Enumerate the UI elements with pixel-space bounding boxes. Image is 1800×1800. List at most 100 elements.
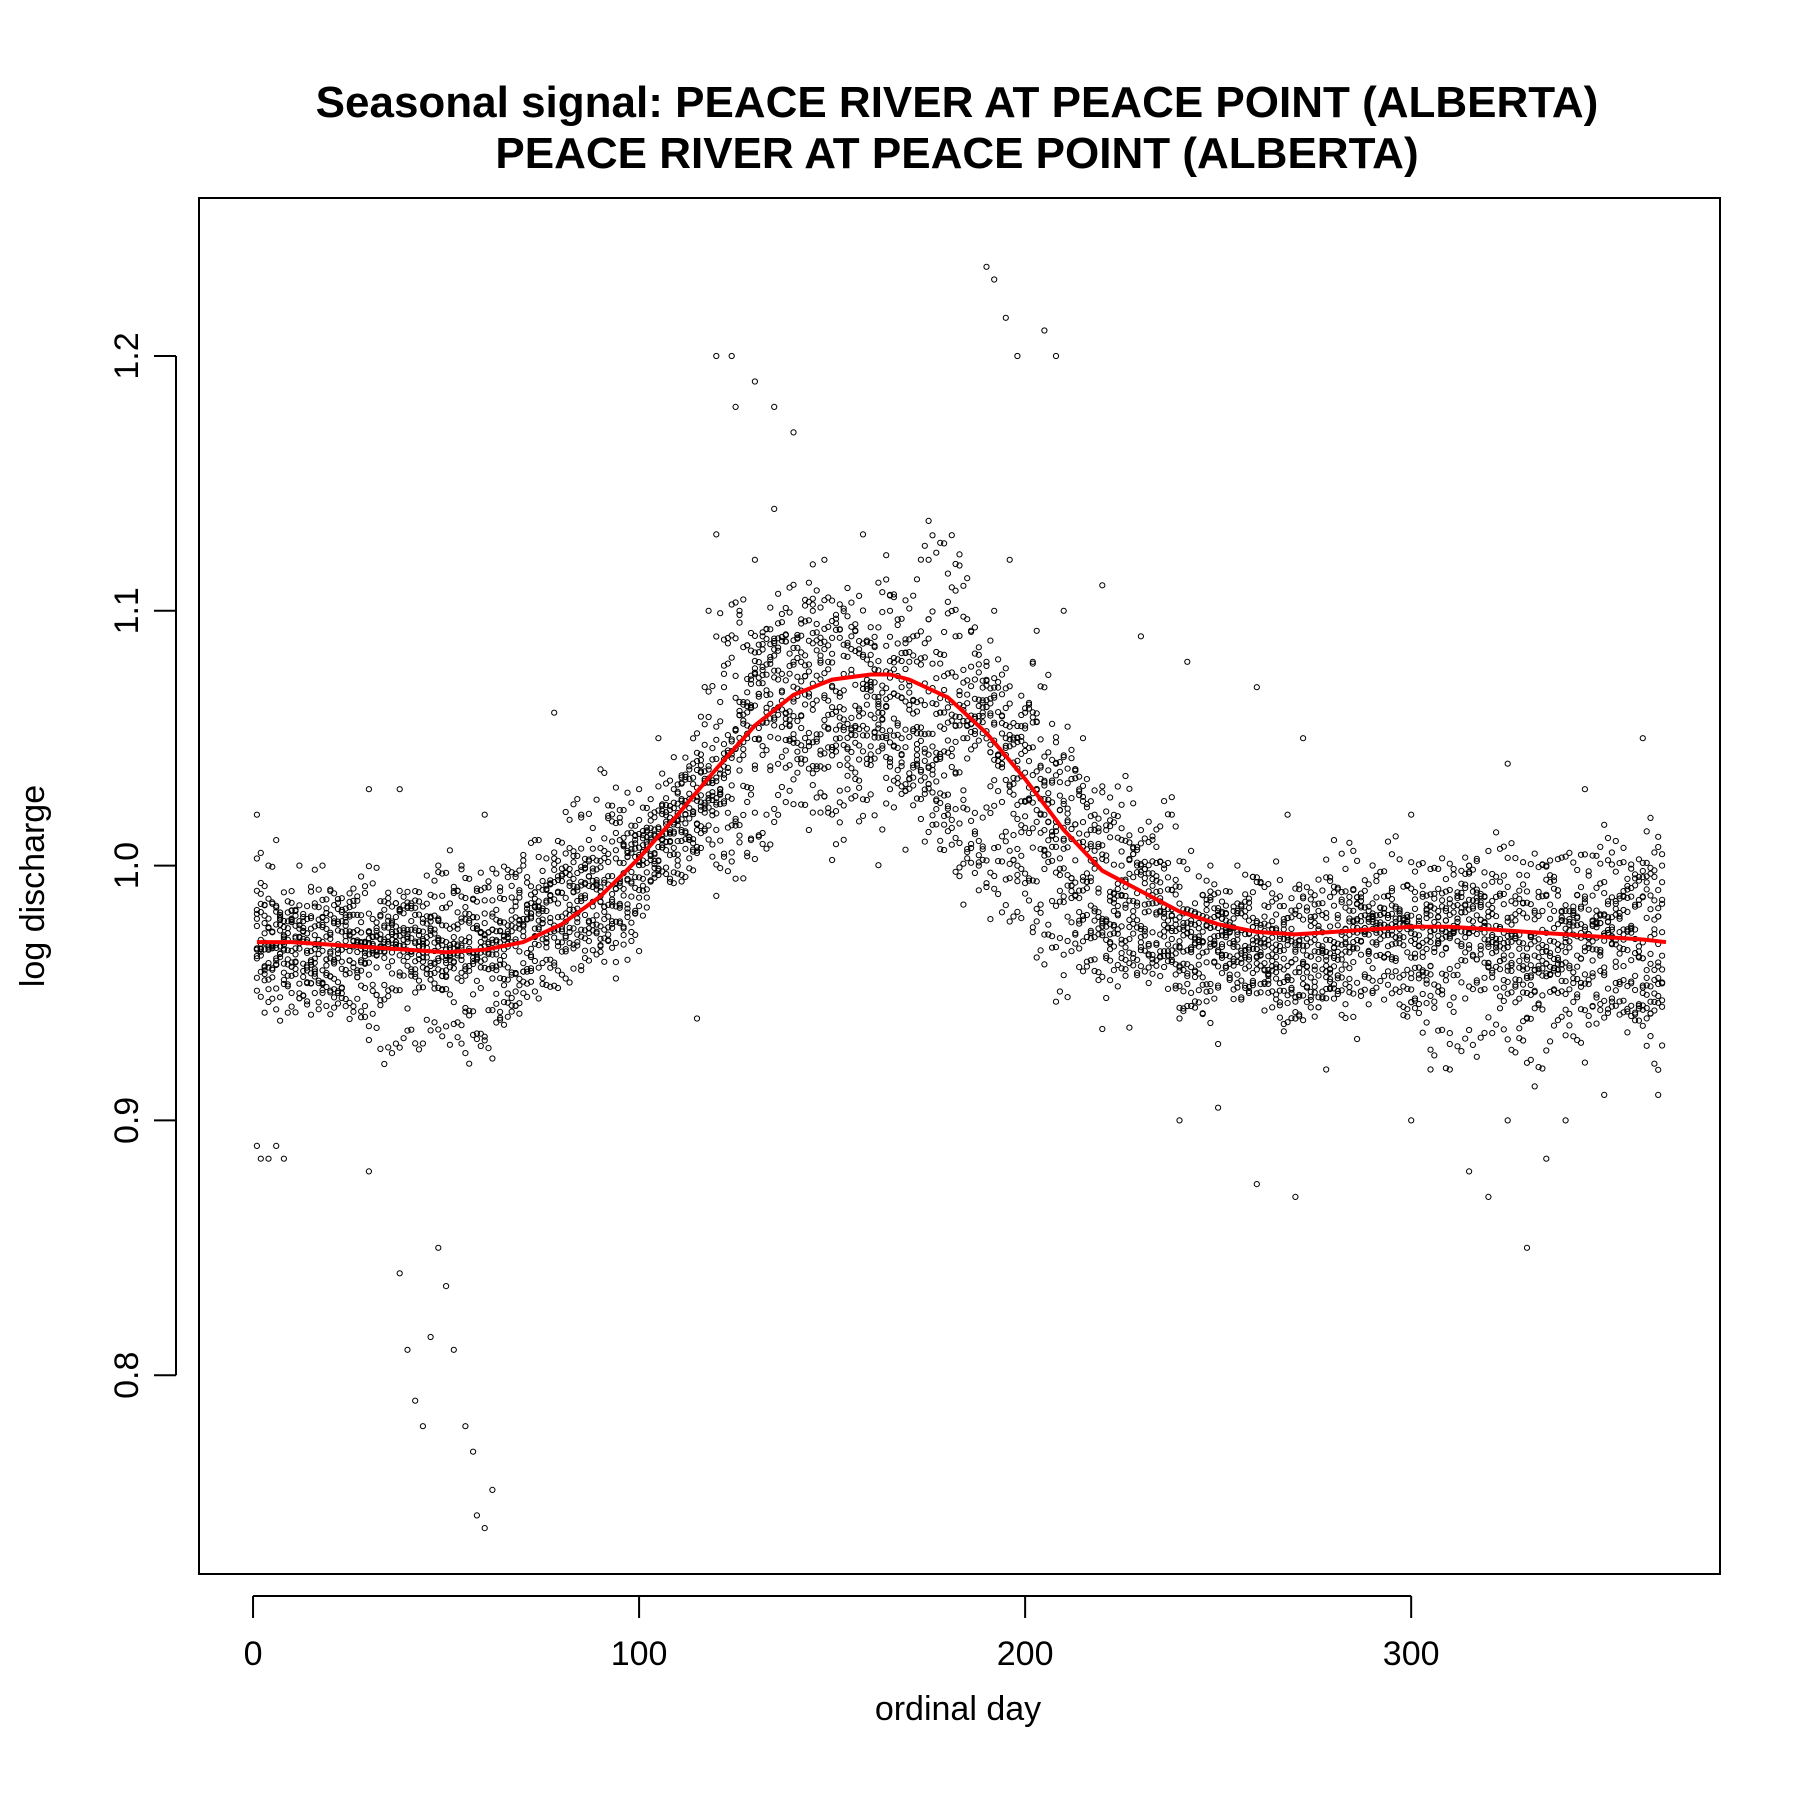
data-point [956, 820, 963, 827]
data-point [1585, 976, 1592, 983]
data-point [1411, 940, 1419, 948]
data-point [1589, 892, 1596, 899]
data-point [944, 737, 952, 744]
data-point [404, 1346, 411, 1353]
data-point [1504, 944, 1511, 951]
data-point [933, 821, 940, 828]
data-point [1006, 736, 1013, 743]
data-point [1083, 933, 1091, 941]
data-point [624, 789, 631, 796]
data-point [1523, 945, 1531, 952]
data-point [288, 907, 295, 914]
data-point [1064, 844, 1071, 851]
data-point [489, 1007, 496, 1014]
data-point [1647, 814, 1654, 822]
data-point [1558, 1013, 1565, 1020]
data-point [775, 647, 782, 654]
data-point [1554, 956, 1562, 964]
data-point [1130, 851, 1137, 858]
data-point [886, 633, 894, 640]
data-point [1512, 999, 1519, 1006]
data-point [1118, 950, 1125, 957]
data-point [346, 911, 353, 918]
data-point [1531, 1005, 1538, 1012]
data-point [663, 838, 670, 845]
data-point [1624, 1005, 1631, 1013]
data-point [790, 735, 797, 743]
data-point [747, 702, 755, 709]
data-point [1195, 987, 1202, 994]
data-point [354, 897, 361, 904]
data-point [1334, 975, 1341, 982]
data-point [1172, 943, 1179, 950]
data-point [531, 837, 539, 844]
data-point [964, 691, 971, 698]
data-point [1002, 876, 1009, 883]
data-point [767, 841, 774, 848]
data-point [1477, 901, 1484, 909]
data-point [906, 658, 913, 665]
data-point [786, 650, 793, 657]
data-point [1489, 931, 1496, 939]
data-point [1153, 957, 1160, 964]
data-point [1384, 838, 1392, 845]
data-point [1547, 963, 1554, 970]
data-point [771, 714, 778, 721]
data-point [1315, 876, 1322, 883]
data-point [1612, 1002, 1619, 1009]
data-point [350, 960, 357, 967]
data-point [1365, 957, 1372, 965]
data-point [1153, 843, 1160, 851]
data-point [1338, 987, 1345, 994]
data-point [277, 927, 284, 934]
data-point [1427, 963, 1434, 970]
data-point [771, 646, 778, 653]
data-point [1068, 882, 1075, 889]
data-point [832, 742, 840, 749]
data-point [1477, 893, 1484, 900]
data-point [462, 972, 469, 979]
data-point [1527, 1015, 1534, 1022]
data-point [1377, 951, 1384, 959]
data-point [1245, 953, 1253, 960]
data-point [1550, 1022, 1558, 1029]
data-point [859, 531, 867, 538]
data-point [473, 888, 480, 895]
data-point [477, 964, 484, 971]
data-point [597, 766, 604, 773]
data-point [273, 904, 280, 911]
data-point [736, 839, 743, 846]
data-point [1508, 952, 1515, 959]
data-point [1628, 978, 1635, 985]
data-point [1400, 942, 1407, 949]
data-point [968, 663, 975, 670]
data-point [693, 730, 701, 737]
data-point [558, 971, 566, 978]
data-point [1527, 1056, 1534, 1064]
data-point [304, 962, 311, 969]
data-point [554, 943, 562, 950]
data-point [844, 653, 851, 660]
data-point [1041, 811, 1048, 818]
data-point [435, 1026, 442, 1033]
data-point [805, 739, 813, 746]
data-point [813, 763, 820, 770]
data-point [458, 893, 465, 900]
data-point [1099, 973, 1106, 981]
data-point [543, 939, 550, 946]
data-point [875, 709, 882, 716]
data-point [991, 692, 998, 699]
data-point [666, 839, 674, 846]
data-point [1076, 917, 1083, 924]
data-point [998, 798, 1006, 806]
data-point [1462, 995, 1469, 1002]
data-point [1643, 873, 1650, 880]
data-point [1655, 843, 1662, 851]
data-point [991, 719, 998, 726]
data-point [937, 753, 944, 761]
data-point [1342, 939, 1349, 946]
data-point [589, 877, 596, 884]
data-point [265, 964, 272, 971]
data-point [1060, 752, 1067, 759]
